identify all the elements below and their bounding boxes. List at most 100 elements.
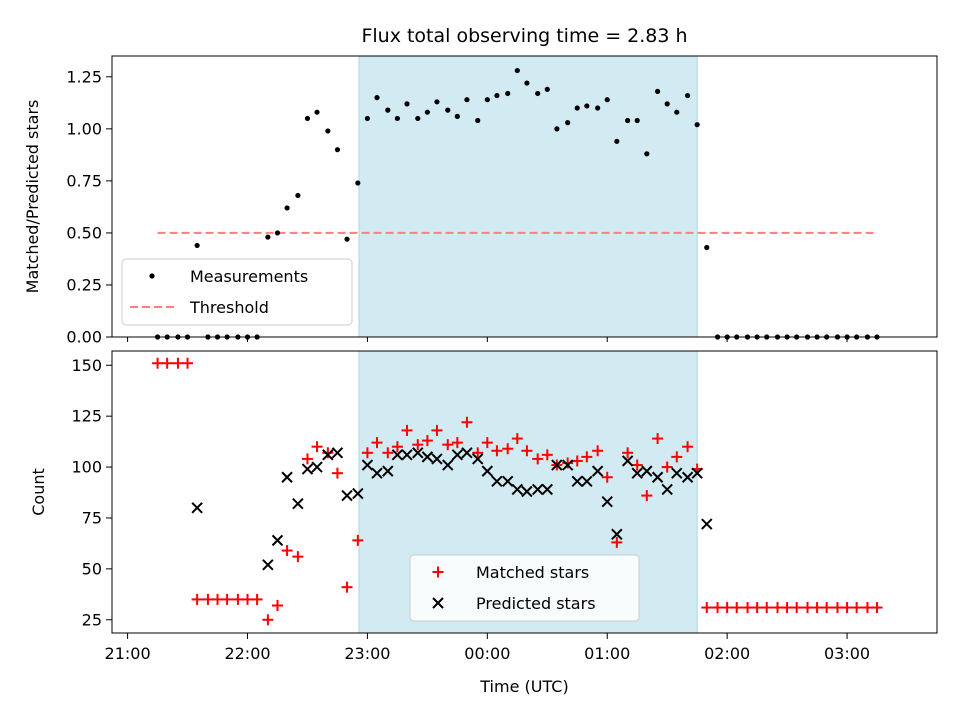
matched-star-point bbox=[772, 602, 784, 614]
measurement-point bbox=[634, 117, 640, 124]
measurement-point bbox=[604, 97, 610, 103]
measurement-point bbox=[385, 107, 391, 113]
matched-star-point bbox=[451, 437, 463, 449]
measurement-point bbox=[625, 117, 631, 124]
matched-star-point bbox=[622, 447, 634, 459]
matched-star-point bbox=[661, 461, 673, 473]
matched-star-point bbox=[191, 593, 203, 605]
x-tick-label: 00:00 bbox=[464, 644, 510, 663]
predicted-star-point bbox=[601, 495, 613, 508]
matched-star-point bbox=[382, 447, 394, 459]
bottom-y-tick-label: 100 bbox=[71, 458, 102, 477]
x-axis-label: Time (UTC) bbox=[479, 677, 568, 696]
matched-star-point bbox=[361, 447, 373, 459]
measurement-point bbox=[434, 99, 440, 105]
matched-star-point bbox=[172, 357, 184, 369]
predicted-star-point bbox=[391, 449, 404, 461]
measurement-point bbox=[664, 101, 670, 107]
predicted-star-point bbox=[461, 447, 473, 459]
predicted-star-point bbox=[401, 449, 413, 461]
measurement-point bbox=[344, 236, 350, 242]
predicted-star-point bbox=[631, 467, 643, 479]
top-y-tick-label: 1.25 bbox=[66, 67, 102, 86]
matched-star-point bbox=[152, 357, 164, 369]
matched-star-point bbox=[871, 602, 883, 614]
matched-star-point bbox=[742, 602, 754, 614]
predicted-star-point bbox=[521, 485, 533, 498]
measurement-point bbox=[565, 120, 571, 126]
top-y-axis-label: Matched/Predicted stars bbox=[23, 100, 42, 294]
legend-marker-predicted-stars bbox=[432, 597, 444, 609]
matched-star-point bbox=[431, 424, 443, 436]
measurement-point bbox=[334, 147, 341, 153]
top-y-tick-label: 0.75 bbox=[66, 171, 102, 190]
matched-star-point bbox=[611, 536, 623, 548]
predicted-star-point bbox=[651, 471, 664, 483]
predicted-star-point bbox=[361, 459, 374, 471]
top-y-tick-label: 1.00 bbox=[66, 119, 102, 138]
measurement-point bbox=[514, 67, 520, 74]
predicted-star-point bbox=[541, 483, 553, 496]
measurement-point bbox=[314, 109, 320, 115]
predicted-star-point bbox=[371, 467, 383, 479]
top-y-tick-label: 0.00 bbox=[66, 328, 102, 347]
measurement-point bbox=[475, 117, 481, 124]
matched-star-point bbox=[861, 602, 873, 614]
bottom-legend-box bbox=[409, 554, 640, 622]
matched-star-point bbox=[371, 437, 383, 449]
measurement-point bbox=[194, 242, 200, 249]
predicted-star-point bbox=[661, 483, 673, 496]
x-tick-label: 22:00 bbox=[224, 644, 270, 663]
matched-star-point bbox=[331, 467, 343, 479]
predicted-star-point bbox=[571, 475, 583, 488]
matched-star-point bbox=[781, 602, 793, 614]
bottom-y-ticks: 25 50 75 100 125 150 bbox=[71, 356, 112, 629]
matched-star-point bbox=[721, 602, 733, 614]
matched-star-point bbox=[311, 441, 323, 453]
measurement-point bbox=[304, 115, 311, 122]
matched-star-point bbox=[682, 441, 694, 453]
predicted-star-point bbox=[641, 465, 653, 477]
matched-star-point bbox=[841, 602, 853, 614]
measurement-point bbox=[364, 115, 371, 122]
x-tick-label: 21:00 bbox=[105, 644, 151, 663]
measurement-point bbox=[355, 180, 361, 186]
bottom-y-tick-label: 150 bbox=[71, 356, 102, 375]
predicted-star-point bbox=[331, 447, 344, 459]
measurement-point bbox=[415, 115, 421, 122]
matched-star-point bbox=[242, 593, 254, 605]
matched-star-point bbox=[712, 602, 724, 614]
measurement-point bbox=[535, 90, 541, 97]
bottom-data-layer bbox=[152, 357, 883, 626]
matched-star-point bbox=[202, 593, 214, 605]
bottom-y-tick-label: 75 bbox=[82, 508, 102, 527]
measurement-point bbox=[484, 97, 490, 103]
matched-star-point bbox=[481, 437, 493, 449]
measurement-point bbox=[394, 115, 400, 122]
predicted-star-point bbox=[281, 471, 293, 483]
measurement-point bbox=[544, 86, 550, 92]
top-axes-frame bbox=[111, 55, 938, 338]
matched-star-point bbox=[401, 424, 413, 436]
matched-star-point bbox=[262, 614, 274, 626]
x-tick-label: 01:00 bbox=[584, 644, 630, 663]
predicted-star-point bbox=[191, 502, 203, 514]
matched-star-point bbox=[701, 602, 713, 614]
top-observing-span bbox=[358, 55, 698, 338]
bottom-y-tick-label: 50 bbox=[82, 559, 102, 578]
predicted-star-point bbox=[551, 459, 563, 471]
predicted-star-point bbox=[531, 483, 544, 496]
measurement-point bbox=[424, 109, 430, 115]
measurement-point bbox=[494, 92, 500, 99]
predicted-star-point bbox=[701, 518, 713, 530]
measurement-point bbox=[445, 107, 451, 113]
predicted-star-point bbox=[322, 449, 334, 461]
bottom-x-ticks: 21:00 22:00 23:00 00:00 01:00 02:00 03:00 bbox=[105, 633, 870, 663]
matched-star-point bbox=[161, 357, 173, 369]
matched-star-point bbox=[232, 593, 244, 605]
matched-star-point bbox=[521, 445, 533, 457]
measurement-point bbox=[284, 205, 290, 211]
matched-star-point bbox=[601, 471, 613, 483]
bottom-y-tick-label: 25 bbox=[82, 610, 102, 629]
matched-star-point bbox=[751, 602, 763, 614]
